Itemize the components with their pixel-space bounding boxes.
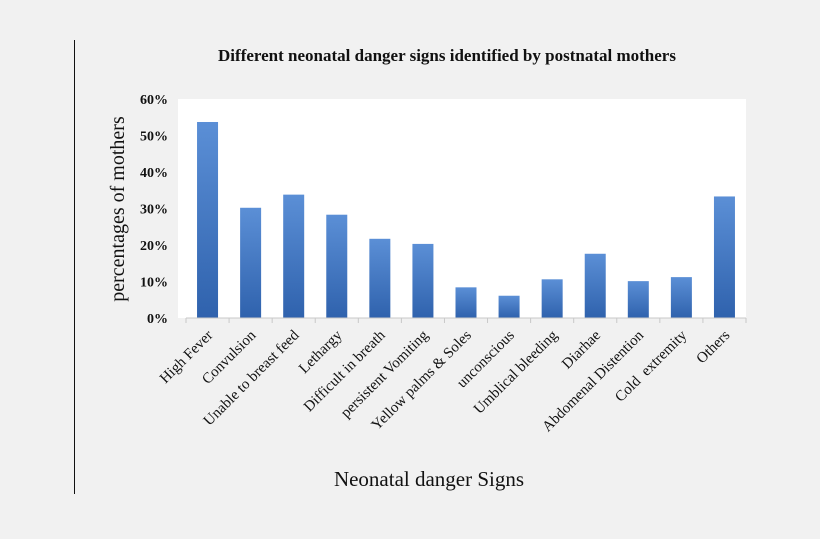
y-tick-label: 40% [140,166,168,181]
y-tick-label: 50% [140,130,168,145]
bar-7 [498,295,520,318]
y-tick-label: 30% [140,203,168,218]
bar-6 [455,287,477,318]
bar-12 [713,196,735,318]
bar-5 [412,243,434,318]
bar-4 [369,238,391,318]
bar-9 [584,253,606,318]
bar-11 [670,277,692,318]
y-tick-label: 20% [140,239,168,254]
x-tick-label: Umblical bleeding [471,327,561,417]
y-tick-label: 60% [140,93,168,108]
y-axis-ticks: 0% 10% 20% 30% 40% 50% 60% [140,93,168,327]
bar-2 [283,194,305,318]
bar-1 [240,207,262,318]
plot-area [178,99,746,318]
left-border-line [74,40,75,494]
y-tick-label: 0% [147,312,168,327]
bar-0 [197,121,219,319]
bar-8 [541,279,563,318]
x-tick-label: Others [694,327,734,367]
x-axis-label: Neonatal danger Signs [334,467,524,491]
x-axis-ticks [185,318,747,323]
bar-10 [627,281,649,318]
y-axis-label: percentages of mothers [107,116,129,302]
y-tick-label: 10% [140,276,168,291]
chart-title: Different neonatal danger signs identifi… [218,46,676,65]
bars-group [197,121,735,319]
bar-3 [326,214,348,318]
